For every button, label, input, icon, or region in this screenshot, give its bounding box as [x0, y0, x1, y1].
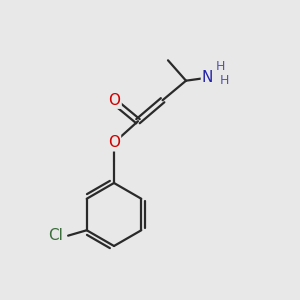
Text: H: H — [219, 74, 229, 87]
Text: N: N — [202, 70, 213, 85]
Text: O: O — [109, 93, 121, 108]
Text: H: H — [215, 60, 225, 73]
Text: Cl: Cl — [48, 228, 63, 243]
Text: O: O — [108, 135, 120, 150]
